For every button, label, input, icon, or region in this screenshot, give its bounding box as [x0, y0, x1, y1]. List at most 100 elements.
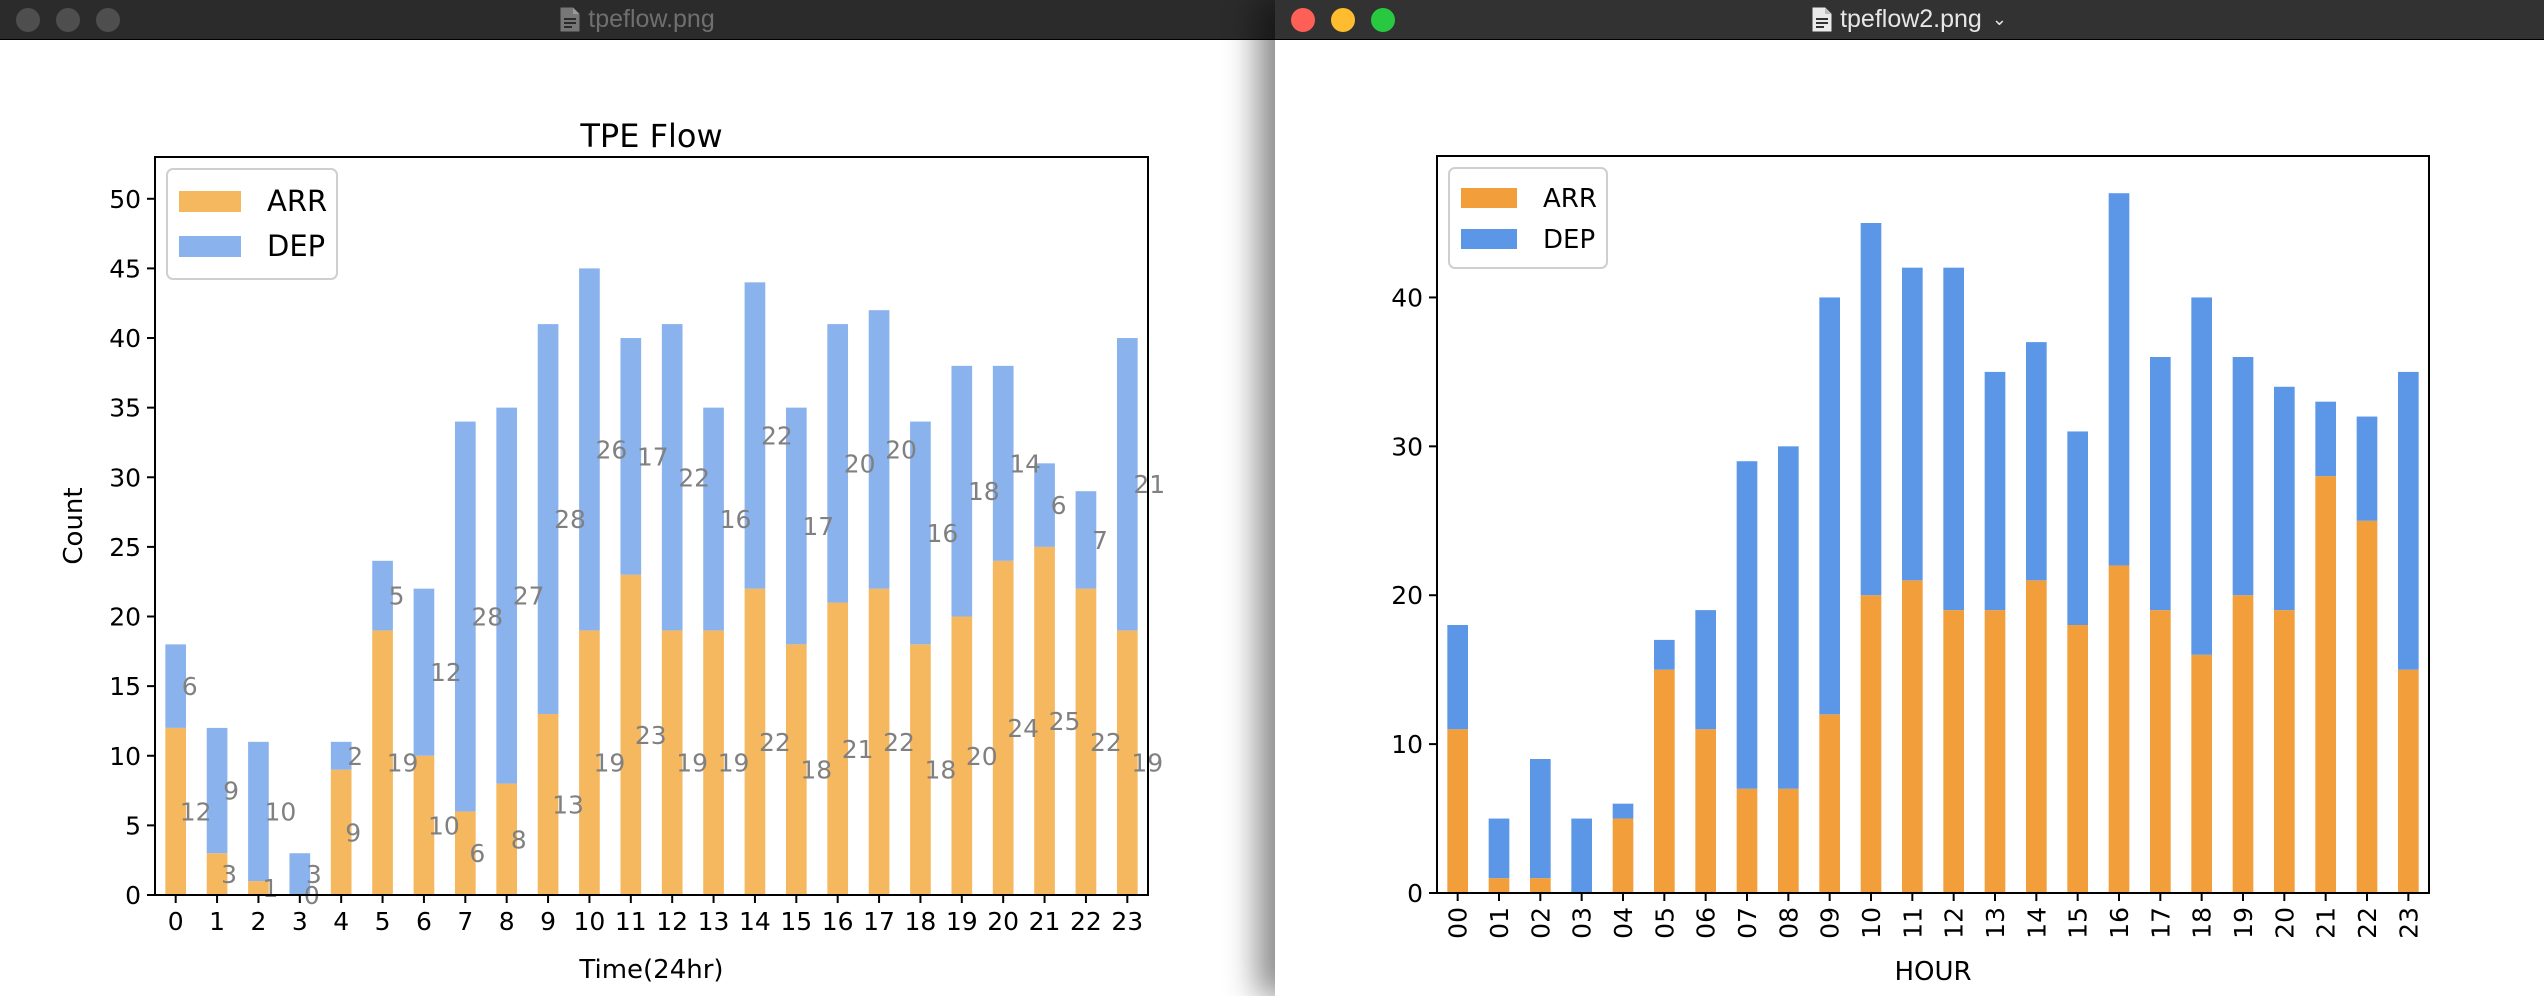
x-tick-label: 19 — [2229, 907, 2258, 939]
data-label-arr: 6 — [469, 839, 485, 868]
bar-arr — [1488, 878, 1510, 893]
data-label-arr: 21 — [842, 735, 874, 764]
bar-dep — [910, 421, 931, 645]
data-label-arr: 19 — [676, 749, 708, 778]
y-tick-label: 10 — [1391, 730, 1423, 759]
bar-arr — [413, 755, 435, 895]
bar-arr — [248, 881, 269, 895]
bar-arr — [703, 630, 724, 895]
window-titlebar[interactable]: tpeflow.png — [0, 0, 1275, 40]
bar-dep — [620, 338, 642, 575]
data-label-dep: 7 — [1092, 526, 1108, 555]
chart-title: TPE Flow — [579, 117, 722, 155]
bar-arr — [910, 644, 931, 895]
minimize-window-button[interactable] — [56, 8, 80, 32]
x-tick-label: 05 — [1650, 907, 1679, 939]
data-label-arr: 8 — [511, 825, 527, 854]
bar-arr — [2398, 669, 2419, 893]
close-window-button[interactable] — [16, 8, 40, 32]
bar-dep — [2232, 357, 2254, 596]
bar-arr — [1984, 610, 2006, 893]
bar-arr — [1778, 788, 1799, 893]
bar-arr — [1736, 788, 1758, 893]
x-tick-label: 00 — [1444, 907, 1473, 939]
x-tick-label: 14 — [739, 907, 771, 936]
data-label-arr: 22 — [759, 728, 791, 757]
bar-dep — [2356, 416, 2378, 521]
x-tick-label: 01 — [1485, 907, 1514, 939]
x-tick-label: 3 — [292, 907, 308, 936]
y-tick-label: 0 — [1407, 879, 1423, 908]
x-tick-label: 13 — [1981, 907, 2010, 939]
bar-arr — [2108, 565, 2130, 893]
bar-arr — [330, 769, 352, 895]
plot-frame — [1436, 155, 2430, 894]
bar-dep — [744, 282, 766, 589]
x-tick-label: 20 — [987, 907, 1019, 936]
data-label-arr: 18 — [924, 756, 956, 785]
data-label-arr: 24 — [1007, 714, 1039, 743]
bar-dep — [2026, 342, 2047, 581]
data-label-dep: 14 — [1009, 449, 1041, 478]
bar-arr — [2274, 610, 2295, 893]
y-tick-label: 30 — [109, 463, 141, 492]
y-tick-label: 0 — [125, 881, 141, 910]
zoom-window-button[interactable] — [96, 8, 120, 32]
x-tick-label: 02 — [1526, 907, 1555, 939]
data-label-dep: 5 — [389, 582, 405, 611]
data-label-arr: 22 — [883, 728, 915, 757]
y-tick-label: 25 — [109, 533, 141, 562]
bar-dep — [248, 741, 269, 882]
x-tick-label: 22 — [2353, 907, 2382, 939]
legend-label-arr: ARR — [1543, 184, 1597, 214]
bar-arr — [1902, 580, 1923, 893]
window-titlebar[interactable]: tpeflow2.png ⌄ — [1275, 0, 2544, 40]
bar-arr — [2191, 654, 2212, 893]
legend-label-dep: DEP — [1543, 225, 1595, 255]
bar-dep — [2108, 193, 2130, 566]
bar-arr — [2026, 580, 2047, 893]
bar-arr — [1530, 878, 1551, 893]
data-label-dep: 22 — [678, 463, 710, 492]
bar-dep — [165, 644, 187, 728]
x-tick-label: 18 — [2188, 907, 2217, 939]
bar-arr — [2356, 520, 2378, 893]
data-label-dep: 12 — [430, 658, 462, 687]
data-label-dep: 17 — [802, 512, 834, 541]
data-label-arr: 23 — [635, 721, 667, 750]
close-window-button[interactable] — [1291, 8, 1315, 32]
bar-dep — [703, 407, 724, 631]
x-tick-label: 18 — [905, 907, 937, 936]
window-title: tpeflow2.png — [1840, 5, 1982, 33]
zoom-window-button[interactable] — [1371, 8, 1395, 32]
bar-dep — [661, 324, 683, 631]
data-label-arr: 1 — [262, 874, 278, 903]
bar-arr — [2232, 595, 2254, 893]
bar-dep — [1778, 446, 1799, 789]
bar-arr — [206, 853, 228, 895]
image-file-icon — [1812, 7, 1832, 32]
legend-swatch-dep — [179, 236, 241, 257]
x-tick-label: 12 — [656, 907, 688, 936]
bar-dep — [1654, 639, 1675, 670]
x-tick-label: 1 — [209, 907, 225, 936]
minimize-window-button[interactable] — [1331, 8, 1355, 32]
bar-dep — [537, 324, 559, 714]
x-tick-label: 17 — [863, 907, 895, 936]
bar-dep — [2398, 371, 2419, 670]
data-label-dep: 16 — [926, 519, 958, 548]
x-tick-label: 0 — [168, 907, 184, 936]
data-label-arr: 3 — [221, 860, 237, 889]
y-tick-label: 15 — [109, 672, 141, 701]
x-tick-label: 13 — [698, 907, 730, 936]
y-tick-label: 35 — [109, 394, 141, 423]
bar-dep — [2150, 357, 2171, 611]
bar-dep — [2274, 386, 2295, 611]
data-label-dep: 3 — [306, 860, 322, 889]
y-tick-label: 10 — [109, 742, 141, 771]
bar-dep — [1116, 338, 1138, 631]
x-tick-label: 17 — [2146, 907, 2175, 939]
legend-swatch-arr — [179, 191, 241, 212]
bar-arr — [1819, 714, 1840, 893]
chevron-down-icon[interactable]: ⌄ — [1991, 9, 2007, 29]
